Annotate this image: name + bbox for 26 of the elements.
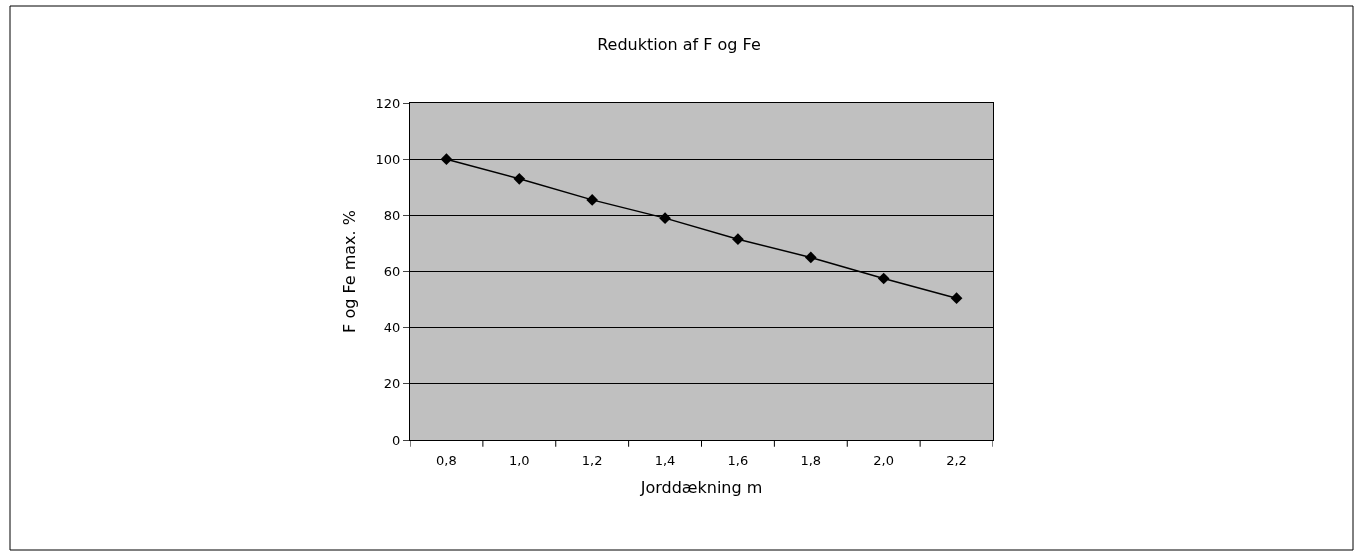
x-tick-label: 1,2 — [581, 452, 603, 468]
y-tick-label: 40 — [383, 320, 401, 336]
point — [950, 292, 963, 305]
x-tick-label: 1,6 — [727, 452, 749, 468]
y-tick-label: 80 — [383, 207, 401, 223]
point — [513, 172, 526, 185]
x-axis-title: Jorddækning m — [639, 478, 763, 498]
x-tick-label: 1,0 — [508, 452, 530, 468]
y-tick-label: 20 — [383, 376, 401, 392]
point — [586, 194, 599, 206]
chart-title: Reduktion af F og Fe — [597, 35, 761, 55]
x-tick-label: 1,4 — [654, 452, 676, 468]
x-tick-label: 1,8 — [800, 452, 822, 468]
x-tick-label: 2,2 — [946, 452, 967, 468]
y-tick-label: 120 — [375, 95, 401, 111]
y-axis-title: F og Fe max. % — [340, 210, 360, 333]
y-tick-label: 60 — [383, 264, 401, 280]
y-tick-label: 100 — [375, 151, 401, 167]
point — [659, 212, 671, 224]
y-tick-label: 0 — [392, 432, 401, 448]
point — [732, 233, 744, 246]
point — [440, 153, 453, 166]
x-tick-label: 2,0 — [873, 452, 895, 468]
point — [877, 272, 890, 285]
point — [804, 251, 817, 264]
x-tick-label: 0,8 — [436, 452, 457, 468]
